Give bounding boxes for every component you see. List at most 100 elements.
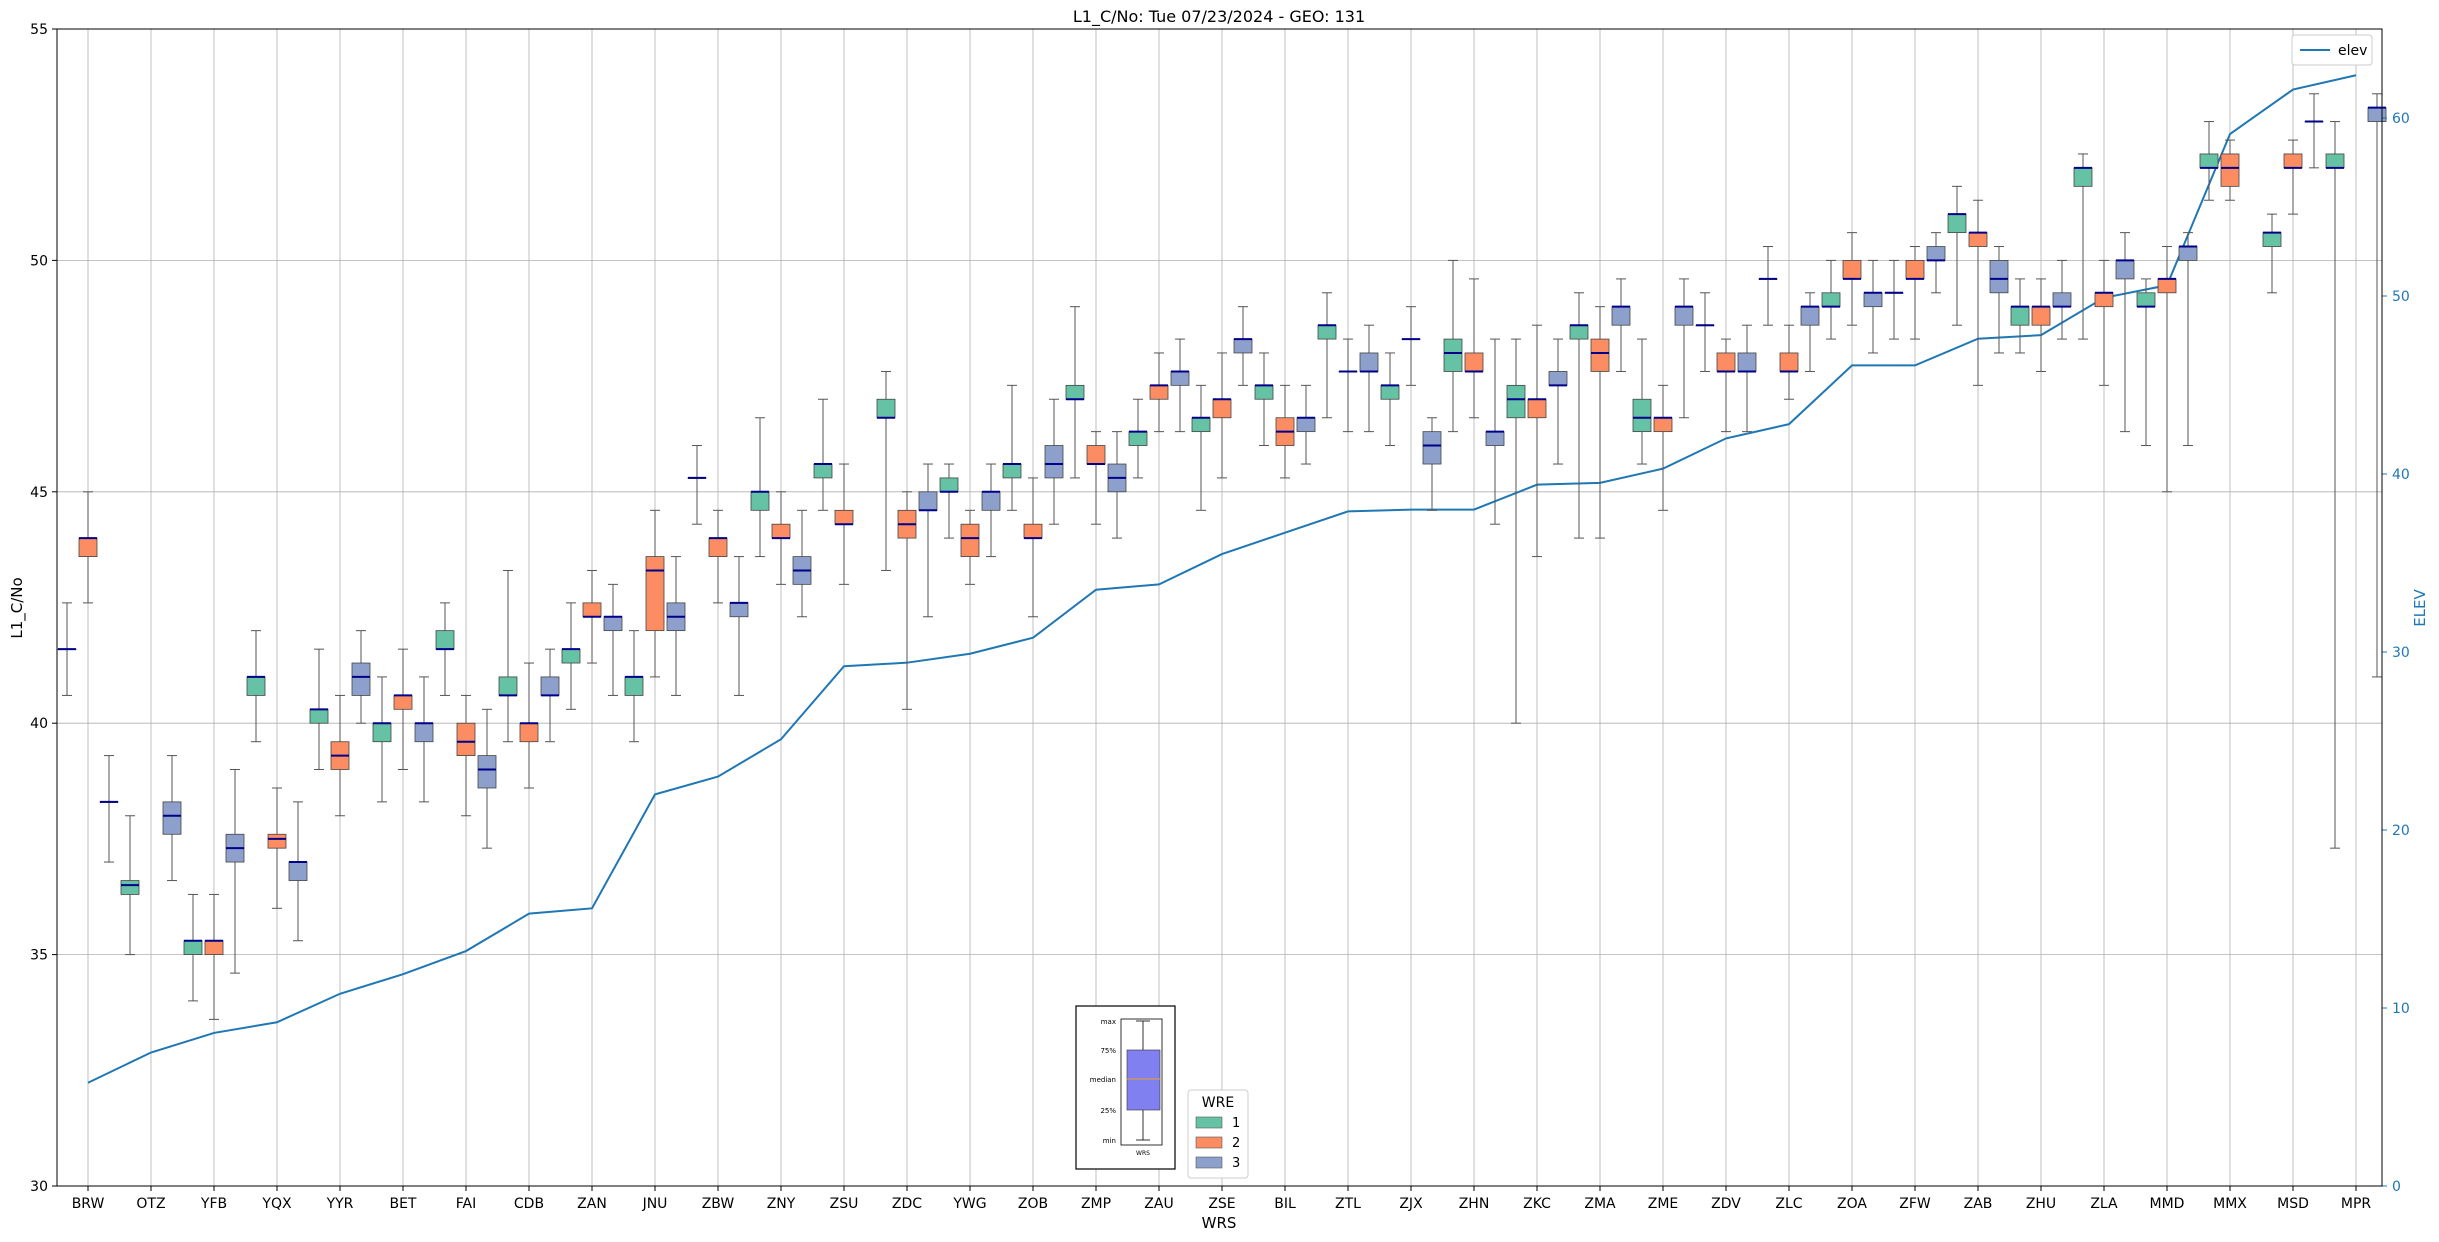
box-iqr (1611, 306, 1631, 326)
box-ZJX-wre2 (1401, 306, 1421, 386)
box-ZOB-wre1 (1002, 384, 1022, 511)
box-ZSE-wre3 (1233, 306, 1253, 386)
box-iqr (1128, 431, 1148, 446)
box-MMD-wre1 (2136, 278, 2156, 447)
box-MMD-wre3 (2178, 232, 2198, 447)
box-ZFW-wre1 (1884, 259, 1904, 340)
box-iqr (2199, 153, 2219, 169)
x-tick-label: ZMP (1081, 1196, 1111, 1212)
wre-legend-label-3: 3 (1232, 1156, 1240, 1171)
box-ZAN-wre2 (582, 569, 602, 664)
box-iqr (1170, 371, 1190, 386)
box-ZME-wre1 (1632, 338, 1652, 465)
x-tick-label: ZJX (1399, 1196, 1423, 1212)
inset-caption: WRS (1136, 1150, 1150, 1157)
box-iqr (246, 676, 266, 696)
box-iqr (1737, 352, 1757, 372)
box-ZJX-wre1 (1380, 352, 1400, 447)
box-iqr (582, 602, 602, 618)
box-ZDC-wre2 (897, 491, 917, 710)
x-tick-label: ZNY (767, 1196, 796, 1212)
box-ZHU-wre1 (2010, 278, 2030, 354)
inset-box (1126, 1049, 1161, 1111)
box-ZNY-wre2 (771, 491, 791, 585)
y-tick-label: 30 (30, 1179, 48, 1195)
box-ZLA-wre2 (2094, 259, 2114, 386)
box-OTZ-wre1 (120, 815, 140, 956)
box-iqr (1653, 417, 1673, 433)
box-iqr (435, 630, 455, 650)
inset-label-min: min (1103, 1137, 1116, 1145)
box-iqr (2052, 292, 2072, 308)
box-iqr (120, 880, 140, 895)
box-ZAU-wre3 (1170, 338, 1190, 433)
box-ZTL-wre1 (1317, 292, 1337, 419)
box-iqr (519, 722, 539, 743)
box-ZNY-wre3 (792, 509, 812, 618)
box-ZSU-wre2 (834, 463, 854, 585)
box-ZBW-wre3 (729, 556, 749, 696)
box-iqr (2136, 292, 2156, 308)
box-ZME-wre3 (1674, 278, 1694, 419)
x-tick-label: ZHU (2026, 1196, 2056, 1212)
box-ZKC-wre3 (1548, 338, 1568, 465)
wre-legend-title: WRE (1202, 1095, 1234, 1111)
box-iqr (1191, 417, 1211, 433)
box-BET-wre2 (393, 648, 413, 770)
box-ZAU-wre1 (1128, 398, 1148, 479)
x-tick-label: ZLC (1775, 1196, 1802, 1212)
box-YQX-wre3 (288, 801, 308, 942)
wre-legend-swatch-1 (1195, 1116, 1223, 1129)
box-iqr (372, 722, 392, 743)
y-axis-label: L1_C/No (8, 577, 27, 638)
inset-label-75: 75% (1100, 1047, 1116, 1055)
box-iqr (78, 537, 98, 557)
axes-layer: BRW OTZ YFB YQX YYR BET FAI CDB ZAN JNU ZBW ZNY ZSU Z… (30, 22, 2410, 1212)
wre-legend: WRE 1 2 3 (1187, 1089, 1249, 1179)
y-tick-label: 40 (30, 716, 48, 732)
box-iqr (2283, 153, 2303, 169)
box-ZDC-wre1 (876, 370, 896, 571)
box-YWG-wre3 (981, 463, 1001, 558)
box-YYR-wre1 (309, 648, 329, 770)
x-tick-label: FAI (456, 1196, 476, 1212)
box-CDB-wre2 (519, 662, 539, 789)
box-ZOB-wre2 (1023, 477, 1043, 618)
x-tick-label: ZSU (830, 1196, 859, 1212)
y2-tick-label: 60 (2392, 111, 2410, 127)
box-ZHN-wre1 (1443, 259, 1463, 433)
x-tick-label: BRW (72, 1196, 105, 1212)
box-ZAU-wre2 (1149, 352, 1169, 433)
y-tick-label: 45 (30, 485, 48, 501)
box-iqr (204, 940, 224, 956)
box-ZMP-wre2 (1086, 431, 1106, 525)
box-iqr (2178, 246, 2198, 261)
box-ZAB-wre3 (1989, 246, 2009, 354)
box-ZOB-wre3 (1044, 398, 1064, 525)
box-BRW-wre1 (57, 602, 77, 696)
x-axis-label: WRS (1202, 1214, 1237, 1232)
x-tick-label: ZKC (1523, 1196, 1551, 1212)
box-iqr (1086, 445, 1106, 465)
box-ZSE-wre1 (1191, 384, 1211, 511)
box-MMX-wre2 (2220, 139, 2240, 201)
box-iqr (981, 491, 1001, 511)
box-ZLC-wre2 (1779, 324, 1799, 400)
box-iqr (624, 676, 644, 696)
x-tick-label: OTZ (136, 1196, 165, 1212)
box-ZDV-wre2 (1716, 338, 1736, 433)
x-tick-label: CDB (514, 1196, 544, 1212)
box-BET-wre1 (372, 676, 392, 803)
wre-legend-frame (1187, 1089, 1249, 1179)
y2-tick-label: 10 (2392, 1001, 2410, 1017)
box-layer (57, 93, 2387, 1020)
box-iqr (267, 833, 287, 849)
inset-label-max: max (1101, 1018, 1116, 1026)
box-ZDV-wre3 (1737, 324, 1757, 433)
y-tick-label: 50 (30, 253, 48, 269)
x-tick-label: MMX (2213, 1196, 2247, 1212)
box-YQX-wre2 (267, 787, 287, 909)
y2-tick-label: 20 (2392, 823, 2410, 839)
